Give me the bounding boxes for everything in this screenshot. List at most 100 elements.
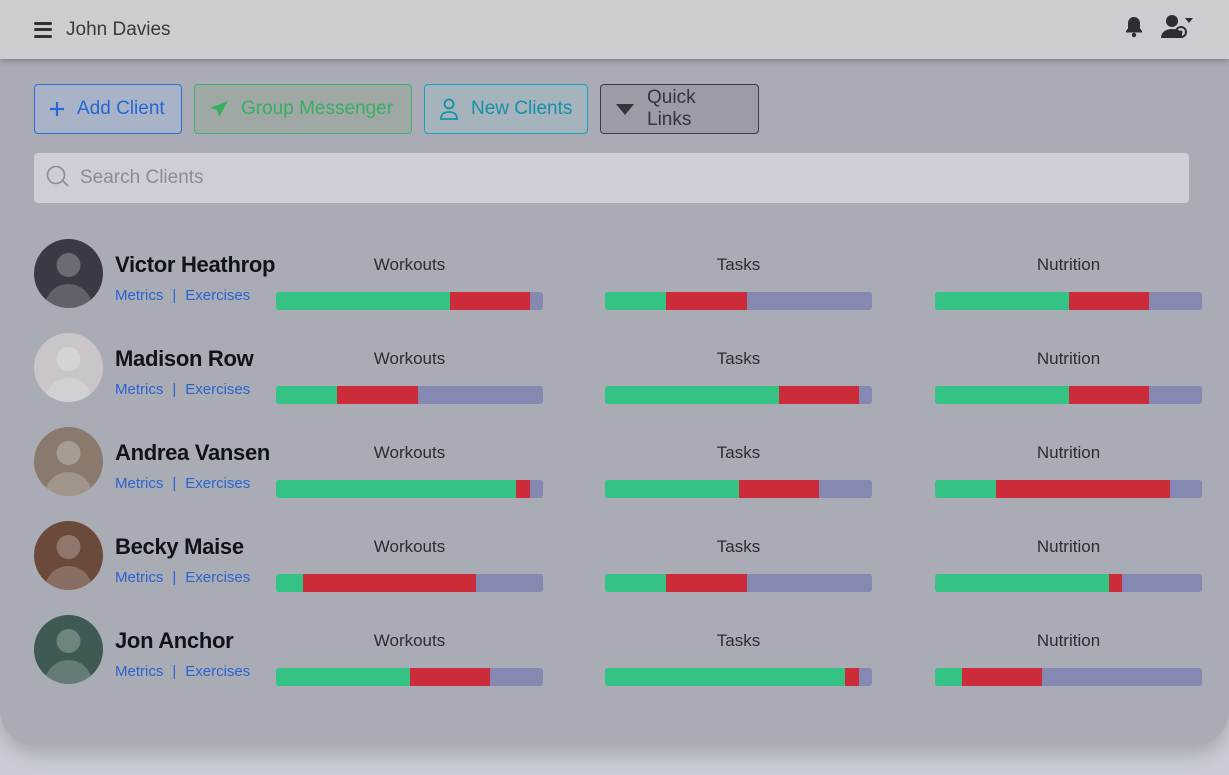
workouts-progress-bar[interactable] xyxy=(276,574,543,592)
nutrition-progress-bar[interactable] xyxy=(935,480,1202,498)
missed-segment xyxy=(845,668,859,686)
workouts-label: Workouts xyxy=(373,349,446,368)
missed-segment xyxy=(1108,574,1122,592)
new-clients-button[interactable]: New Clients xyxy=(424,84,588,134)
avatar[interactable] xyxy=(34,333,103,402)
paper-plane-icon xyxy=(209,100,229,118)
exercises-link[interactable]: Exercises xyxy=(185,663,251,680)
tasks-progress-bar[interactable] xyxy=(605,292,872,310)
nutrition-progress-bar[interactable] xyxy=(935,386,1202,404)
quick-links-label: Quick Links xyxy=(647,87,696,130)
tasks-progress-bar[interactable] xyxy=(605,574,872,592)
add-client-button[interactable]: Add Client xyxy=(34,84,182,134)
workouts-metric: Workouts xyxy=(276,255,543,310)
tasks-progress-bar[interactable] xyxy=(605,480,872,498)
remaining-segment xyxy=(1169,480,1202,498)
exercises-link[interactable]: Exercises xyxy=(185,381,251,398)
complete-segment xyxy=(935,292,1069,310)
workouts-label: Workouts xyxy=(373,443,446,462)
hamburger-menu-icon[interactable] xyxy=(34,21,52,38)
nutrition-progress-bar[interactable] xyxy=(935,292,1202,310)
complete-segment xyxy=(935,668,962,686)
client-row: Becky Maise Metrics | Exercises Workouts T… xyxy=(34,521,1204,615)
nutrition-progress-bar[interactable] xyxy=(935,668,1202,686)
complete-segment xyxy=(276,574,303,592)
nutrition-label: Nutrition xyxy=(1036,255,1101,274)
caret-down-icon xyxy=(615,102,635,116)
group-messenger-button[interactable]: Group Messenger xyxy=(194,84,412,134)
tasks-label: Tasks xyxy=(716,255,761,274)
tasks-metric: Tasks xyxy=(605,443,872,498)
client-list: Victor Heathrop Metrics | Exercises Workou… xyxy=(34,239,1204,709)
exercises-link[interactable]: Exercises xyxy=(185,569,251,586)
remaining-segment xyxy=(746,292,872,310)
missed-segment xyxy=(961,668,1042,686)
metrics-link[interactable]: Metrics xyxy=(115,475,164,492)
nutrition-metric: Nutrition xyxy=(935,631,1202,686)
link-separator: | xyxy=(172,663,177,680)
remaining-segment xyxy=(1148,386,1202,404)
tasks-metric: Tasks xyxy=(605,537,872,592)
remaining-segment xyxy=(1148,292,1202,310)
missed-segment xyxy=(738,480,819,498)
missed-segment xyxy=(302,574,477,592)
client-row: Jon Anchor Metrics | Exercises Workouts Ta… xyxy=(34,615,1204,709)
client-links: Metrics | Exercises xyxy=(115,475,250,492)
missed-segment xyxy=(1068,386,1149,404)
avatar[interactable] xyxy=(34,427,103,496)
metrics-link[interactable]: Metrics xyxy=(115,663,164,680)
client-name[interactable]: Becky Maise xyxy=(115,534,244,559)
remaining-segment xyxy=(1041,668,1202,686)
remaining-segment xyxy=(858,668,872,686)
workouts-metric: Workouts xyxy=(276,631,543,686)
remaining-segment xyxy=(746,574,872,592)
client-name[interactable]: Victor Heathrop xyxy=(115,252,276,277)
metrics-link[interactable]: Metrics xyxy=(115,381,164,398)
exercises-link[interactable]: Exercises xyxy=(185,287,251,304)
workouts-label: Workouts xyxy=(373,631,446,650)
complete-segment xyxy=(935,574,1109,592)
client-name[interactable]: Jon Anchor xyxy=(115,628,234,653)
client-name[interactable]: Madison Row xyxy=(115,346,254,371)
nutrition-metric: Nutrition xyxy=(935,349,1202,404)
tasks-label: Tasks xyxy=(716,631,761,650)
workouts-label: Workouts xyxy=(373,537,446,556)
nutrition-label: Nutrition xyxy=(1036,443,1101,462)
bell-icon[interactable] xyxy=(1125,16,1143,43)
search-icon xyxy=(46,164,70,193)
avatar[interactable] xyxy=(34,521,103,590)
search-input[interactable] xyxy=(80,167,1080,189)
remaining-segment xyxy=(529,480,543,498)
complete-segment xyxy=(276,668,410,686)
link-separator: | xyxy=(172,569,177,586)
metrics-link[interactable]: Metrics xyxy=(115,569,164,586)
client-links: Metrics | Exercises xyxy=(115,569,250,586)
user-settings-icon[interactable] xyxy=(1161,14,1193,45)
complete-segment xyxy=(605,574,667,592)
add-client-label: Add Client xyxy=(77,98,165,119)
workouts-progress-bar[interactable] xyxy=(276,386,543,404)
client-name[interactable]: Andrea Vansen xyxy=(115,440,271,465)
remaining-segment xyxy=(417,386,543,404)
missed-segment xyxy=(516,480,530,498)
workouts-metric: Workouts xyxy=(276,349,543,404)
workouts-progress-bar[interactable] xyxy=(276,292,543,310)
tasks-progress-bar[interactable] xyxy=(605,386,872,404)
avatar[interactable] xyxy=(34,615,103,684)
tasks-progress-bar[interactable] xyxy=(605,668,872,686)
nutrition-progress-bar[interactable] xyxy=(935,574,1202,592)
metrics-link[interactable]: Metrics xyxy=(115,287,164,304)
exercises-link[interactable]: Exercises xyxy=(185,475,251,492)
avatar[interactable] xyxy=(34,239,103,308)
missed-segment xyxy=(449,292,530,310)
remaining-segment xyxy=(818,480,872,498)
group-messenger-label: Group Messenger xyxy=(241,98,394,119)
tasks-label: Tasks xyxy=(716,349,761,368)
nutrition-metric: Nutrition xyxy=(935,537,1202,592)
workouts-progress-bar[interactable] xyxy=(276,480,543,498)
quick-links-button[interactable]: Quick Links xyxy=(600,84,759,134)
workouts-progress-bar[interactable] xyxy=(276,668,543,686)
missed-segment xyxy=(409,668,490,686)
complete-segment xyxy=(605,668,846,686)
missed-segment xyxy=(778,386,859,404)
